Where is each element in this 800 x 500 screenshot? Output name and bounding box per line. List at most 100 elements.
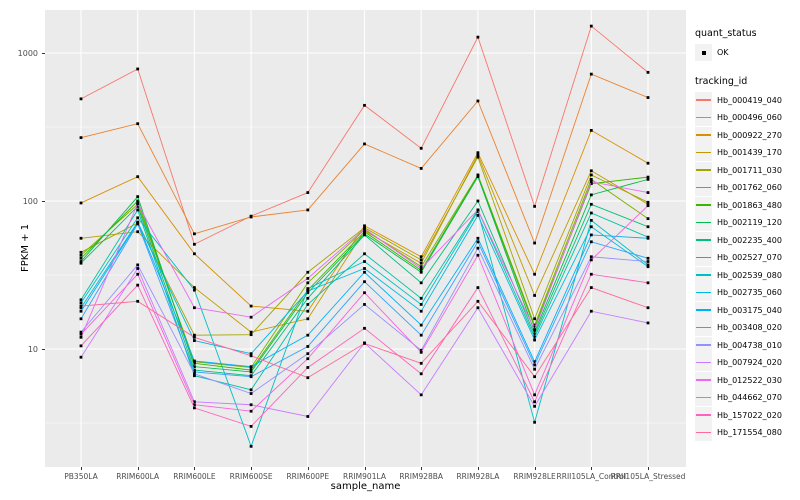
data-point	[419, 348, 423, 352]
legend-label: Hb_001711_030	[717, 165, 782, 175]
data-point	[136, 272, 140, 276]
data-point	[193, 400, 196, 404]
data-point	[306, 289, 310, 293]
legend-item-Hb_000922_270[interactable]: Hb_000922_270	[695, 126, 800, 145]
data-point	[136, 208, 140, 212]
data-point	[589, 182, 593, 186]
legend-label: Hb_012522_030	[717, 375, 782, 385]
legend-label: Hb_001863_480	[717, 200, 782, 210]
data-point	[136, 283, 140, 287]
data-point	[79, 309, 83, 313]
data-point	[419, 303, 423, 306]
data-point	[419, 268, 423, 272]
legend-item-Hb_004738_010[interactable]: Hb_004738_010	[695, 336, 800, 355]
data-point	[79, 332, 83, 336]
data-point	[533, 360, 536, 364]
legend-label: Hb_001439_170	[717, 148, 782, 158]
data-point	[419, 393, 423, 397]
plot-panel	[45, 10, 686, 467]
x-tick-label-RRIM600LA: RRIM600LA	[116, 472, 160, 481]
data-point	[306, 276, 310, 280]
data-point	[646, 217, 650, 221]
legend-item-Hb_002539_080[interactable]: Hb_002539_080	[695, 266, 800, 285]
data-point	[79, 253, 83, 257]
legend-item-Hb_001711_030[interactable]: Hb_001711_030	[695, 161, 800, 180]
legend-item-Hb_044662_070[interactable]: Hb_044662_070	[695, 389, 800, 407]
legend-item-Hb_003175_040[interactable]: Hb_003175_040	[695, 301, 800, 320]
legend-item-Hb_000496_060[interactable]: Hb_000496_060	[695, 109, 800, 127]
data-point	[533, 400, 536, 404]
data-point	[533, 367, 536, 371]
legend-label: Hb_002527_070	[717, 253, 782, 263]
legend-label: Hb_002235_400	[717, 235, 782, 245]
data-point	[363, 227, 366, 231]
data-point	[136, 199, 140, 203]
legend-item-Hb_001762_060[interactable]: Hb_001762_060	[695, 179, 800, 197]
data-point	[589, 193, 593, 197]
data-point	[136, 202, 140, 206]
legend-item-Hb_171554_080[interactable]: Hb_171554_080	[695, 424, 800, 442]
data-point	[476, 155, 480, 159]
data-point	[249, 388, 253, 392]
data-point	[476, 246, 480, 250]
data-point	[249, 368, 253, 372]
data-point	[589, 218, 593, 222]
data-point	[419, 167, 423, 170]
data-point	[533, 317, 536, 321]
data-point	[363, 252, 366, 256]
data-point	[249, 304, 253, 308]
legend-key-line	[696, 379, 711, 381]
data-point	[533, 328, 536, 332]
legend-item-Hb_002527_070[interactable]: Hb_002527_070	[695, 249, 800, 267]
y-tick-label: 100	[22, 196, 38, 206]
data-point	[306, 291, 310, 295]
legend-item-Hb_002235_400[interactable]: Hb_002235_400	[695, 231, 800, 250]
data-point	[249, 215, 253, 219]
data-point	[589, 255, 593, 259]
legend-item-Hb_007924_020[interactable]: Hb_007924_020	[695, 354, 800, 372]
data-point	[79, 136, 83, 140]
data-point	[533, 338, 536, 342]
legend-item-Hb_000419_040[interactable]: Hb_000419_040	[695, 91, 800, 110]
x-tick-label-RRIM901LA: RRIM901LA	[343, 472, 386, 481]
legend-key-icon	[695, 284, 712, 302]
data-point	[476, 175, 480, 179]
data-point	[419, 261, 423, 265]
x-tick-label-RRIM928BA: RRIM928BA	[399, 472, 444, 481]
legend-label: Hb_002539_080	[717, 270, 782, 280]
data-point	[79, 260, 83, 263]
data-point	[193, 232, 196, 236]
data-point	[646, 321, 650, 325]
x-axis-tick-mark	[421, 467, 423, 470]
legend-label: Hb_007924_020	[717, 358, 782, 368]
data-point	[306, 191, 310, 194]
legend-item-ok[interactable]: OK	[695, 44, 800, 62]
legend-item-Hb_001439_170[interactable]: Hb_001439_170	[695, 144, 800, 162]
y-tick-label: 10	[27, 344, 38, 354]
data-point	[79, 298, 83, 302]
tracking-id-entries: Hb_000419_040 Hb_000496_060 Hb_000922_270 H…	[695, 91, 800, 442]
data-point	[533, 420, 536, 424]
data-point	[646, 204, 650, 208]
data-point	[306, 357, 310, 361]
legend-label: Hb_003408_020	[717, 323, 782, 333]
x-axis-tick-mark	[81, 467, 82, 470]
data-point	[476, 153, 480, 157]
data-point	[79, 250, 83, 254]
data-point	[79, 344, 83, 348]
legend-item-Hb_001863_480[interactable]: Hb_001863_480	[695, 196, 800, 215]
data-point	[249, 354, 253, 358]
data-point	[476, 151, 480, 155]
legend-key-ok	[695, 44, 712, 62]
legend-key-icon	[695, 354, 712, 372]
legend-key-line	[696, 309, 711, 311]
data-point	[193, 286, 196, 289]
legend-item-Hb_003408_020[interactable]: Hb_003408_020	[695, 319, 800, 337]
x-tick-label-RRIM600LE: RRIM600LE	[173, 472, 216, 481]
legend-item-Hb_012522_030[interactable]: Hb_012522_030	[695, 371, 800, 390]
legend-item-Hb_002735_060[interactable]: Hb_002735_060	[695, 284, 800, 302]
legend-item-Hb_002119_120[interactable]: Hb_002119_120	[695, 214, 800, 232]
x-axis-tick-mark	[251, 467, 253, 470]
data-point	[533, 204, 536, 208]
legend-item-Hb_157022_020[interactable]: Hb_157022_020	[695, 406, 800, 425]
